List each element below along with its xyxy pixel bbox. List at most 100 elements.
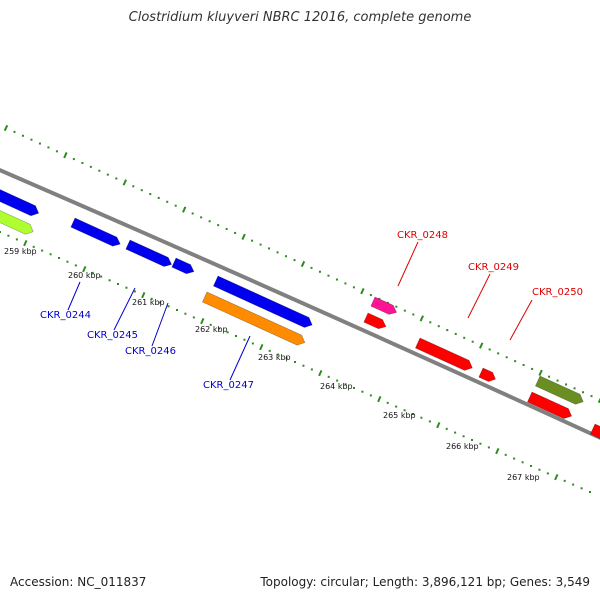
- outer-minor-tick: [38, 142, 41, 145]
- inner-minor-tick: [184, 312, 187, 315]
- outer-major-tick: [597, 397, 600, 404]
- inner-minor-tick: [91, 271, 94, 274]
- outer-minor-tick: [285, 255, 288, 258]
- outer-minor-tick: [344, 282, 347, 285]
- inner-minor-tick: [487, 446, 490, 449]
- gene-label-ckr-0250: CKR_0250: [532, 287, 583, 298]
- outer-minor-tick: [403, 309, 406, 312]
- inner-minor-tick: [125, 286, 128, 289]
- inner-minor-tick: [49, 253, 52, 256]
- outer-minor-tick: [174, 204, 177, 207]
- outer-minor-tick: [556, 379, 559, 382]
- inner-minor-tick: [336, 379, 339, 382]
- outer-major-tick: [241, 233, 246, 240]
- gene-ckr-0249: [415, 337, 473, 371]
- inner-major-tick: [82, 265, 87, 273]
- inner-minor-tick: [310, 368, 313, 371]
- outer-minor-tick: [522, 364, 525, 367]
- genome-summary: Topology: circular; Length: 3,896,121 bp…: [260, 575, 590, 589]
- inner-minor-tick: [235, 335, 237, 337]
- inner-minor-tick: [302, 364, 305, 367]
- inner-minor-tick: [0, 231, 1, 233]
- inner-minor-tick: [513, 457, 516, 460]
- scale-label: 263 kbp: [258, 353, 291, 362]
- inner-minor-tick: [218, 327, 221, 330]
- gene-ckr-0248: [370, 296, 398, 315]
- inner-minor-tick: [7, 234, 10, 237]
- gene-label-ckr-0248: CKR_0248: [397, 230, 448, 241]
- outer-minor-tick: [471, 340, 474, 343]
- outer-minor-tick: [251, 239, 254, 242]
- outer-major-tick: [122, 179, 127, 186]
- outer-minor-tick: [386, 301, 389, 304]
- scale-label: 265 kbp: [383, 411, 416, 420]
- inner-minor-tick: [74, 264, 77, 267]
- inner-minor-tick: [268, 349, 271, 352]
- inner-minor-tick: [479, 442, 482, 445]
- inner-minor-tick: [412, 413, 414, 415]
- outer-minor-tick: [106, 173, 109, 176]
- outer-minor-tick: [412, 313, 415, 316]
- outer-minor-tick: [72, 158, 75, 161]
- leader-line: [113, 287, 136, 331]
- inner-minor-tick: [41, 249, 44, 252]
- outer-minor-tick: [259, 243, 262, 246]
- inner-major-tick: [23, 239, 28, 247]
- inner-major-tick: [141, 291, 146, 299]
- inner-major-tick: [259, 343, 264, 351]
- inner-minor-tick: [117, 283, 119, 285]
- outer-minor-tick: [488, 348, 491, 351]
- gene-label-ckr-0249: CKR_0249: [468, 262, 519, 273]
- outer-minor-tick: [217, 224, 220, 227]
- inner-minor-tick: [589, 491, 591, 493]
- gene-red-right: [527, 391, 572, 419]
- outer-minor-tick: [454, 332, 457, 335]
- inner-minor-tick: [454, 431, 457, 434]
- inner-minor-tick: [58, 257, 60, 259]
- scale-label: 261 kbp: [132, 298, 165, 307]
- outer-minor-tick: [369, 294, 372, 297]
- scale-labels: 259 kbp 260 kbp 261 kbp 262 kbp 263 kbp 264 k…: [4, 247, 540, 482]
- gene-lime-left: [0, 205, 34, 235]
- inner-minor-tick: [66, 260, 69, 263]
- inner-minor-tick: [395, 405, 398, 408]
- outer-major-tick: [63, 152, 68, 159]
- outer-major-tick: [3, 124, 9, 132]
- outer-major-tick: [479, 342, 484, 349]
- outer-minor-tick: [98, 169, 101, 172]
- outer-minor-tick: [352, 286, 355, 289]
- inner-minor-tick: [294, 361, 296, 363]
- inner-major-tick: [318, 369, 323, 377]
- inner-minor-tick: [100, 275, 103, 278]
- scale-label: 259 kbp: [4, 247, 37, 256]
- outer-minor-tick: [234, 231, 237, 234]
- inner-minor-tick: [428, 420, 431, 423]
- inner-minor-tick: [546, 472, 549, 475]
- outer-major-tick: [300, 260, 306, 268]
- outer-minor-tick: [13, 130, 16, 133]
- leader-line: [67, 281, 81, 311]
- inner-minor-tick: [563, 479, 566, 482]
- gene-ckr-0247: [202, 291, 306, 346]
- inner-minor-tick: [521, 461, 524, 464]
- outer-minor-tick: [21, 134, 24, 137]
- inner-minor-tick: [15, 238, 18, 241]
- outer-minor-tick: [166, 200, 169, 203]
- outer-minor-tick: [200, 216, 203, 219]
- scale-label: 260 kbp: [68, 271, 101, 280]
- inner-major-tick: [200, 317, 205, 325]
- inner-minor-tick: [471, 439, 473, 441]
- inner-minor-tick: [327, 375, 330, 378]
- outer-minor-tick: [208, 220, 211, 223]
- inner-major-tick: [554, 473, 559, 481]
- outer-minor-tick: [446, 329, 449, 332]
- outer-minor-tick: [429, 321, 432, 324]
- outer-minor-tick: [310, 266, 313, 269]
- inner-minor-tick: [32, 245, 35, 248]
- inner-minor-tick: [176, 309, 178, 311]
- scale-label: 267 kbp: [507, 473, 540, 482]
- outer-minor-tick: [378, 297, 381, 300]
- outer-minor-tick: [55, 150, 58, 153]
- inner-minor-tick: [150, 297, 153, 300]
- inner-minor-tick: [386, 401, 389, 404]
